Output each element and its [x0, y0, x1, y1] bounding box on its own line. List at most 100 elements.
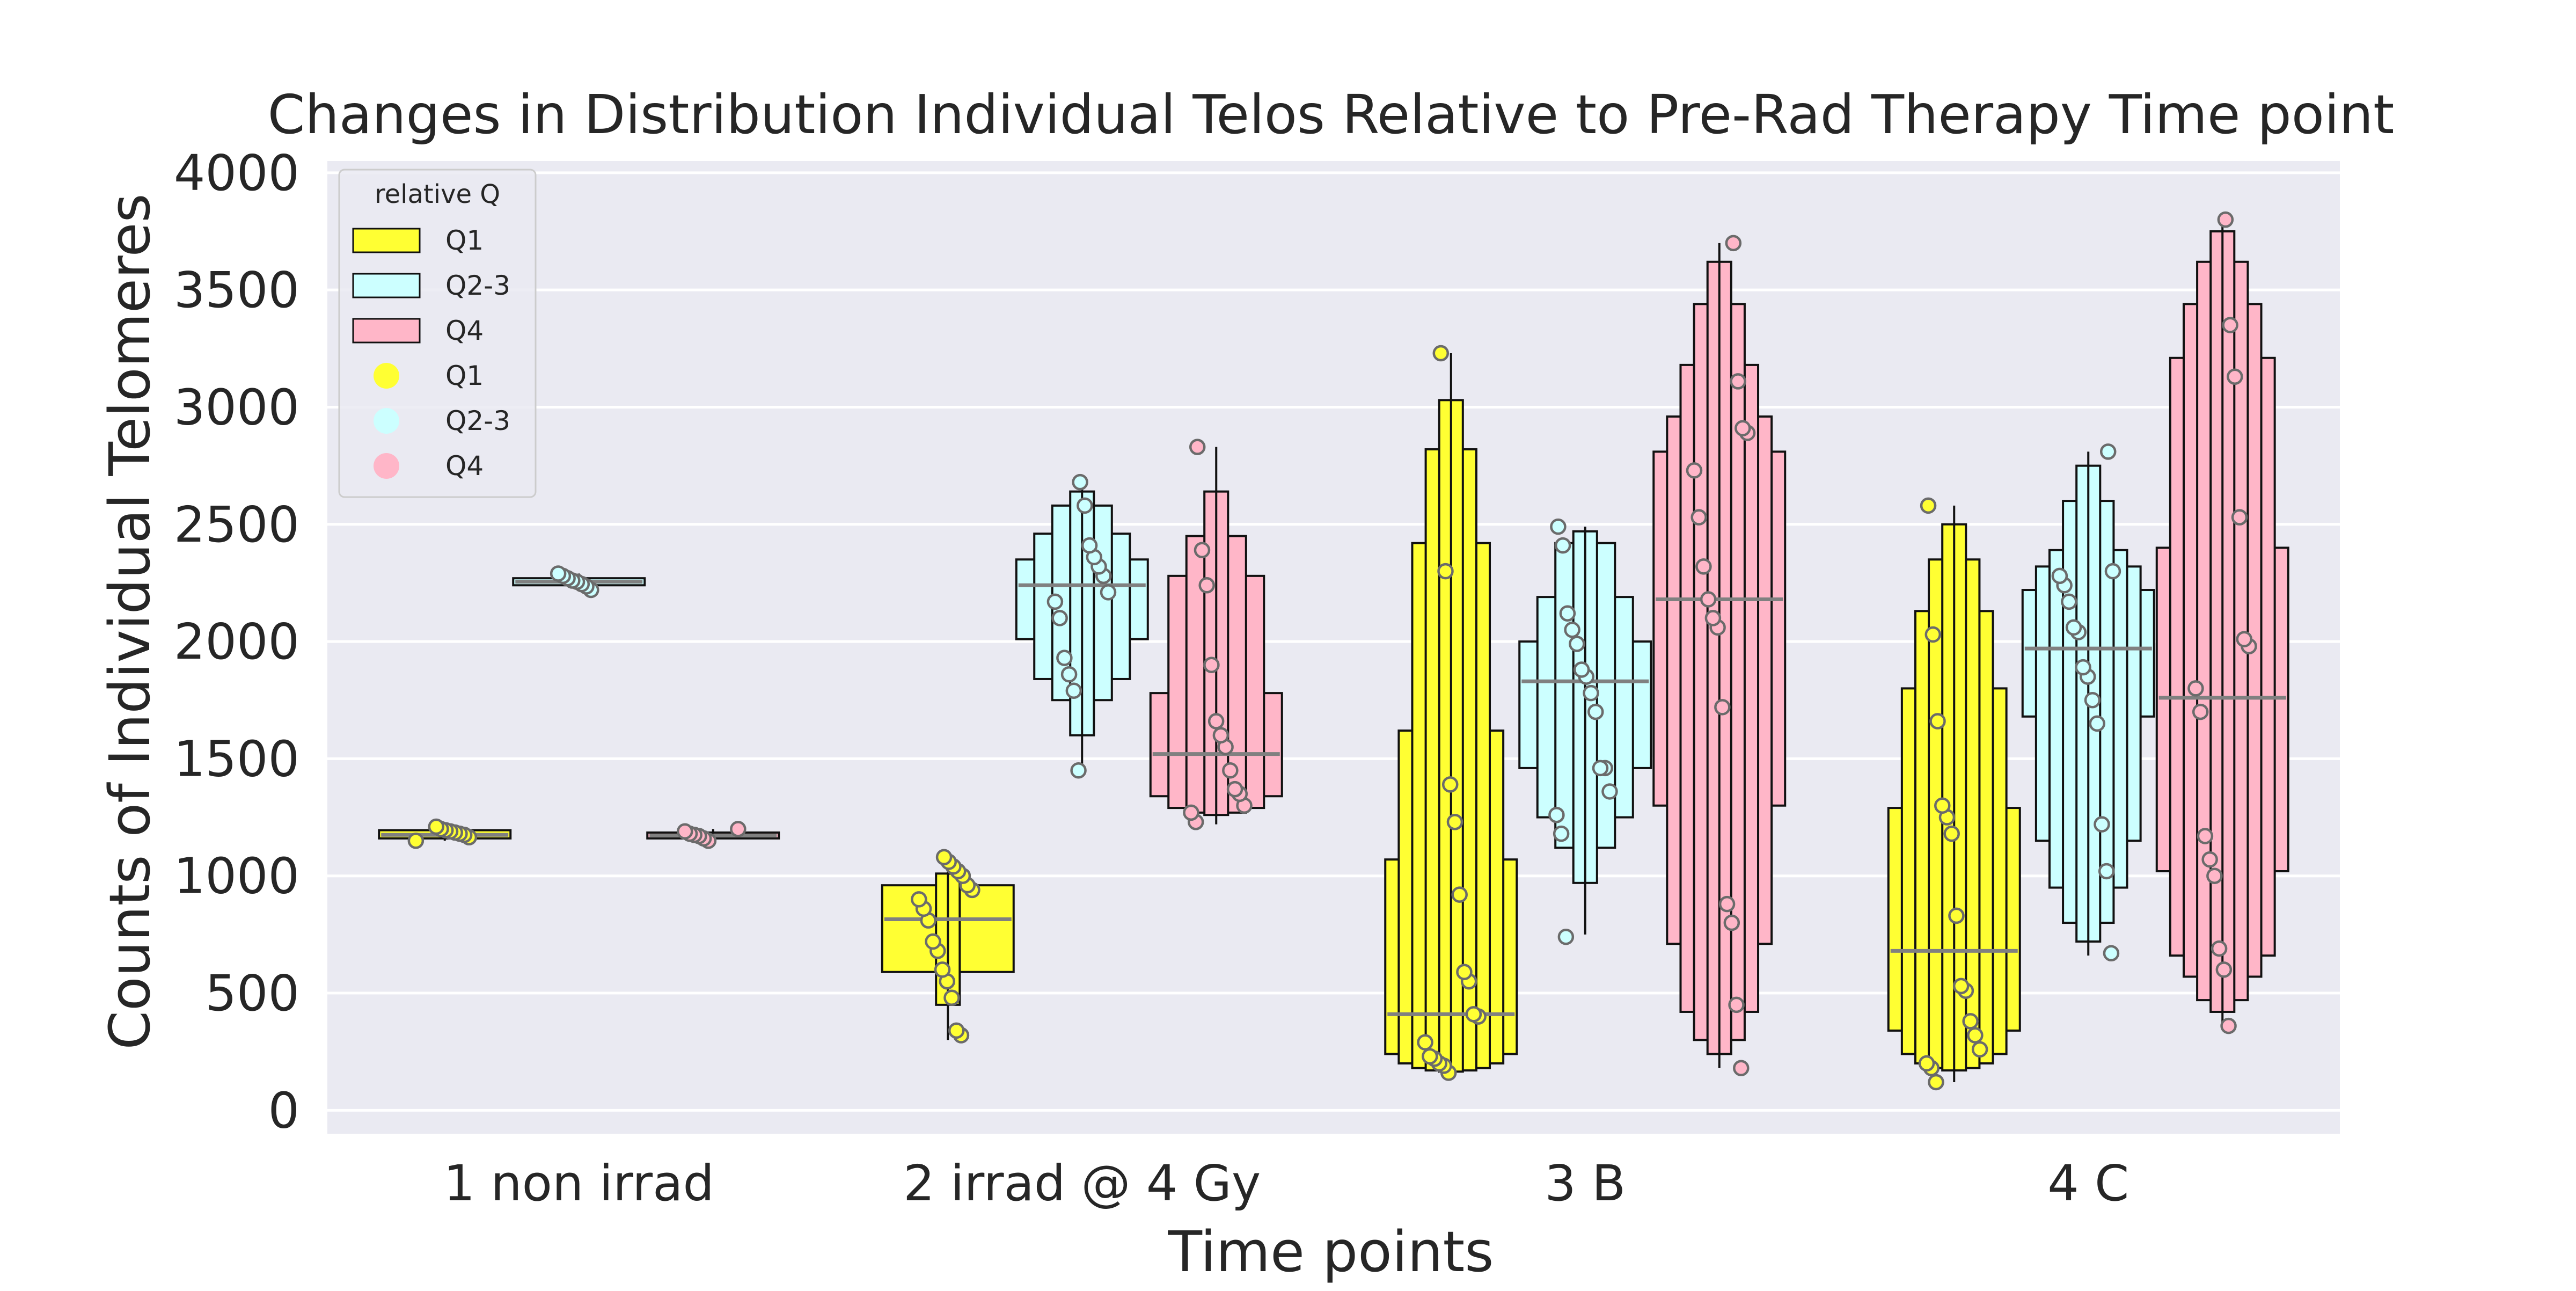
legend-entry-label: Q4 — [445, 450, 484, 482]
data-point — [1928, 1074, 1944, 1091]
data-point — [1573, 661, 1590, 678]
data-point — [1100, 584, 1117, 601]
data-point — [1735, 420, 1751, 437]
legend-entry-label: Q2-3 — [445, 270, 510, 301]
chart-title: Changes in Distribution Individual Telos… — [268, 83, 2395, 146]
data-point — [1695, 558, 1712, 575]
y-tick-label: 1500 — [174, 730, 299, 787]
data-point — [1203, 657, 1220, 673]
data-point — [1929, 713, 1946, 730]
data-point — [948, 1022, 965, 1039]
data-point — [1934, 797, 1951, 814]
data-point — [1971, 1041, 1988, 1058]
y-tick-label: 1000 — [174, 848, 299, 905]
data-point — [1714, 699, 1731, 716]
data-point — [2084, 691, 2101, 709]
data-point — [2089, 715, 2105, 732]
data-point — [1569, 636, 1585, 652]
data-point — [1183, 804, 1199, 821]
data-point — [1718, 895, 1736, 913]
tick-labels: 0 500 1000 1500 2000 2500 3000 3500 4000 1 non ir… — [174, 144, 2129, 1212]
data-point — [2075, 659, 2091, 676]
data-point — [1422, 1048, 1438, 1065]
legend-marker — [374, 408, 399, 434]
data-point — [1948, 907, 1965, 924]
data-point — [1723, 914, 1740, 931]
data-point — [1222, 762, 1239, 779]
data-point — [1730, 373, 1746, 390]
data-point — [1952, 978, 1970, 995]
data-point — [550, 565, 567, 582]
data-point — [1194, 542, 1211, 559]
data-point — [2098, 863, 2115, 880]
y-tick-label: 0 — [268, 1082, 299, 1139]
data-point — [1587, 703, 1604, 720]
data-point — [943, 989, 960, 1006]
data-marks — [378, 220, 2289, 1082]
data-point — [2217, 211, 2234, 228]
x-tick-label: 1 non irrad — [444, 1155, 714, 1212]
data-point — [1072, 473, 1088, 491]
x-tick-label: 3 B — [1545, 1155, 1626, 1212]
x-axis-label: Time points — [1168, 1219, 1494, 1285]
data-point — [1208, 713, 1225, 730]
data-point — [1417, 1034, 1433, 1051]
y-tick-label: 4000 — [174, 144, 299, 202]
data-point — [428, 818, 445, 835]
data-point — [2094, 816, 2110, 833]
data-point — [1060, 666, 1078, 683]
data-point — [2065, 619, 2082, 636]
data-point — [2187, 680, 2204, 697]
data-point — [1918, 1055, 1935, 1072]
data-point — [1070, 762, 1087, 779]
data-point — [1733, 1060, 1750, 1076]
legend-marker — [374, 453, 399, 479]
data-point — [911, 891, 927, 908]
data-point — [1451, 886, 1468, 903]
data-point — [730, 821, 747, 837]
data-point — [2206, 867, 2223, 884]
data-point — [1198, 577, 1215, 594]
data-point — [1559, 605, 1576, 622]
data-point — [1051, 610, 1068, 626]
data-points — [407, 211, 2257, 1091]
legend-entry-label: Q4 — [445, 315, 484, 346]
data-point — [1962, 1013, 1979, 1030]
data-point — [1226, 781, 1243, 798]
data-point — [935, 849, 953, 866]
data-point — [2231, 509, 2248, 526]
data-point — [1189, 439, 1206, 455]
legend-swatch — [352, 318, 421, 344]
data-point — [1446, 814, 1463, 830]
x-tick-label: 4 C — [2047, 1155, 2129, 1212]
data-point — [2103, 945, 2120, 962]
data-point — [1077, 497, 1093, 514]
data-point — [2197, 828, 2214, 844]
data-point — [1728, 996, 1745, 1013]
legend-marker — [374, 363, 399, 389]
data-point — [1212, 727, 1230, 743]
y-tick-label: 2500 — [174, 496, 299, 553]
data-point — [1548, 806, 1565, 823]
y-tick-label: 3500 — [174, 261, 299, 319]
data-point — [1686, 462, 1703, 479]
data-point — [2051, 567, 2068, 585]
legend-title: relative Q — [375, 179, 500, 209]
data-point — [2104, 563, 2121, 580]
y-tick-label: 3000 — [174, 378, 299, 436]
data-point — [2227, 368, 2243, 385]
data-point — [1065, 682, 1082, 699]
data-point — [1601, 783, 1618, 800]
data-point — [2099, 443, 2117, 460]
data-point — [1700, 591, 1717, 608]
legend: relative Q Q1 Q2-3 Q4 Q1 Q2-3 Q4 — [338, 169, 537, 498]
data-point — [1437, 563, 1454, 580]
data-point — [1583, 684, 1599, 702]
data-point — [1920, 497, 1937, 514]
data-point — [407, 832, 425, 849]
data-point — [1432, 345, 1450, 362]
data-point — [925, 933, 941, 950]
data-point — [1704, 610, 1722, 626]
